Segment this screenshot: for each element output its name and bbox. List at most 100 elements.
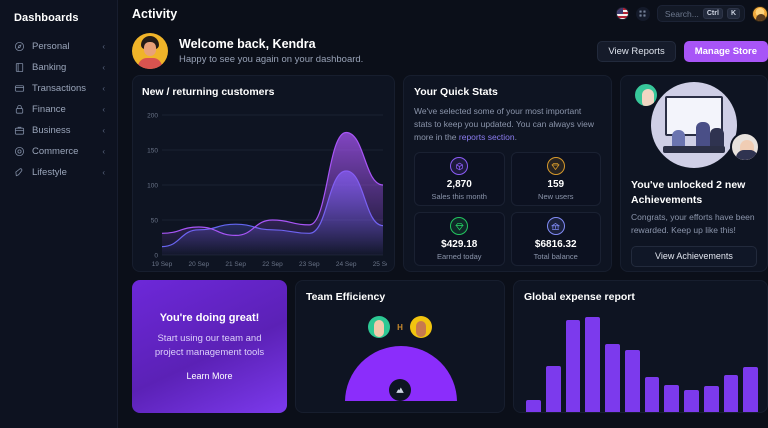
sidebar-item-label: Finance bbox=[32, 104, 66, 115]
chevron-left-icon: ‹ bbox=[102, 104, 105, 114]
sidebar-item-label: Lifestyle bbox=[32, 167, 67, 178]
promo-subtitle: Start using our team and project managem… bbox=[154, 333, 265, 358]
sidebar-item-label: Transactions bbox=[32, 83, 87, 94]
expense-title: Global expense report bbox=[524, 291, 635, 303]
stat-tile[interactable]: $6816.32 Total balance bbox=[510, 212, 601, 267]
achievements-body: You've unlocked 2 new Achievements Congr… bbox=[621, 178, 767, 267]
chevron-left-icon: ‹ bbox=[102, 167, 105, 177]
achievements-subtitle: Congrats, your efforts have been rewarde… bbox=[631, 212, 755, 236]
view-achievements-button[interactable]: View Achievements bbox=[631, 245, 757, 267]
team-efficiency-gauge bbox=[306, 346, 494, 401]
cards-row-1: New / returning customers 0 50 100 150 200 19… bbox=[118, 75, 768, 272]
stat-label: Earned today bbox=[436, 252, 482, 262]
stat-value: $429.18 bbox=[441, 239, 478, 251]
new-returning-customers-card: New / returning customers 0 50 100 150 200 19… bbox=[132, 75, 395, 272]
bank-book-icon bbox=[14, 62, 25, 73]
compass-icon bbox=[14, 41, 25, 52]
sidebar-item-label: Business bbox=[32, 125, 71, 136]
team-avatar-1 bbox=[368, 316, 391, 338]
svg-text:19 Sep: 19 Sep bbox=[152, 261, 173, 268]
wallet-icon bbox=[14, 83, 25, 94]
expense-bar bbox=[664, 385, 679, 412]
avatar-teammate-1 bbox=[633, 82, 659, 108]
achievements-card: You've unlocked 2 new Achievements Congr… bbox=[620, 75, 768, 272]
chevron-left-icon: ‹ bbox=[102, 125, 105, 135]
achievements-title: You've unlocked 2 new Achievements bbox=[631, 179, 746, 206]
search-input[interactable]: Search... Ctrl K bbox=[656, 5, 745, 22]
page-title: Activity bbox=[132, 6, 178, 21]
expense-bar bbox=[743, 367, 758, 412]
sidebar-item-banking[interactable]: Banking ‹ bbox=[6, 57, 111, 78]
expense-bar bbox=[526, 400, 541, 412]
quick-stats-card: Your Quick Stats We've selected some of … bbox=[403, 75, 612, 272]
top-bar-actions: Search... Ctrl K bbox=[615, 5, 768, 22]
chevron-left-icon: ‹ bbox=[102, 146, 105, 156]
expense-bar bbox=[605, 343, 620, 412]
stat-label: Total balance bbox=[533, 252, 578, 262]
cards-row-2: You're doing great! Start using our team… bbox=[118, 272, 768, 413]
sidebar-item-finance[interactable]: Finance ‹ bbox=[6, 99, 111, 120]
manage-store-button[interactable]: Manage Store bbox=[683, 40, 768, 62]
sidebar-item-label: Commerce bbox=[32, 146, 79, 157]
rocket-icon bbox=[14, 167, 25, 178]
sidebar-item-personal[interactable]: Personal ‹ bbox=[6, 36, 111, 57]
expense-bar bbox=[565, 319, 581, 412]
sidebar-item-transactions[interactable]: Transactions ‹ bbox=[6, 78, 111, 99]
expense-bar bbox=[644, 377, 660, 412]
quick-stats-description: We've selected some of your most importa… bbox=[414, 105, 601, 143]
desc-before: We've selected some of your most importa… bbox=[414, 106, 595, 142]
expense-bar bbox=[723, 374, 739, 412]
welcome-actions: View Reports Manage Store bbox=[597, 40, 768, 62]
welcome-banner: Welcome back, Kendra Happy to see you ag… bbox=[118, 27, 768, 75]
team-avatars: H bbox=[306, 316, 494, 338]
gem-icon bbox=[546, 157, 565, 176]
welcome-title: Welcome back, Kendra bbox=[179, 36, 316, 51]
stat-tile[interactable]: $429.18 Earned today bbox=[414, 212, 505, 267]
welcome-subtitle: Happy to see you again on your dashboard… bbox=[179, 53, 364, 65]
quick-stats-title: Your Quick Stats bbox=[414, 86, 498, 98]
team-efficiency-title: Team Efficiency bbox=[306, 291, 386, 303]
team-efficiency-card: Team Efficiency H bbox=[295, 280, 505, 413]
diamond-icon bbox=[450, 217, 469, 236]
team-mid-label: H bbox=[397, 322, 403, 332]
achievements-illustration bbox=[621, 76, 767, 178]
grid-apps-icon[interactable] bbox=[635, 6, 650, 21]
sidebar-nav: Personal ‹ Banking ‹ Transactions ‹ Finance ‹ Bu… bbox=[0, 36, 117, 183]
chevron-left-icon: ‹ bbox=[102, 62, 105, 72]
chevron-left-icon: ‹ bbox=[102, 41, 105, 51]
briefcase-icon bbox=[14, 125, 25, 136]
expense-bar bbox=[624, 350, 640, 412]
sidebar-item-commerce[interactable]: Commerce ‹ bbox=[6, 141, 111, 162]
search-placeholder: Search... bbox=[664, 8, 699, 19]
global-expense-report-card: Global expense report bbox=[513, 280, 768, 413]
stat-tiles: 2,870 Sales this month 159 New users $429.18… bbox=[414, 152, 601, 267]
promo-card: You're doing great! Start using our team… bbox=[132, 280, 287, 413]
stat-label: New users bbox=[538, 192, 574, 202]
expense-bar bbox=[684, 390, 699, 412]
team-avatar-2 bbox=[409, 316, 432, 338]
expense-bar bbox=[703, 386, 719, 412]
sidebar-item-business[interactable]: Business ‹ bbox=[6, 120, 111, 141]
stat-tile[interactable]: 2,870 Sales this month bbox=[414, 152, 505, 207]
sidebar-item-lifestyle[interactable]: Lifestyle ‹ bbox=[6, 162, 111, 183]
sidebar-title: Dashboards bbox=[14, 12, 79, 24]
view-reports-button[interactable]: View Reports bbox=[597, 40, 676, 62]
svg-text:20 Sep: 20 Sep bbox=[189, 261, 210, 268]
reports-section-link[interactable]: reports section bbox=[458, 131, 515, 142]
learn-more-link[interactable]: Learn More bbox=[186, 370, 233, 381]
stat-tile[interactable]: 159 New users bbox=[510, 152, 601, 207]
expense-bar bbox=[585, 317, 600, 412]
svg-text:24 Sep: 24 Sep bbox=[336, 261, 357, 268]
promo-title: You're doing great! bbox=[159, 312, 260, 325]
top-bar: Activity Search... Ctrl K bbox=[118, 0, 768, 27]
kbd-ctrl: Ctrl bbox=[702, 8, 723, 19]
main-content: Activity Search... Ctrl K bbox=[118, 0, 768, 428]
svg-text:25 Sep: 25 Sep bbox=[373, 261, 387, 268]
us-flag-icon[interactable] bbox=[615, 7, 629, 20]
box-3d-icon bbox=[450, 157, 469, 176]
user-avatar[interactable] bbox=[752, 5, 768, 22]
svg-text:0: 0 bbox=[154, 253, 158, 260]
sidebar-item-label: Banking bbox=[32, 62, 67, 73]
mountain-badge-icon bbox=[389, 379, 411, 401]
